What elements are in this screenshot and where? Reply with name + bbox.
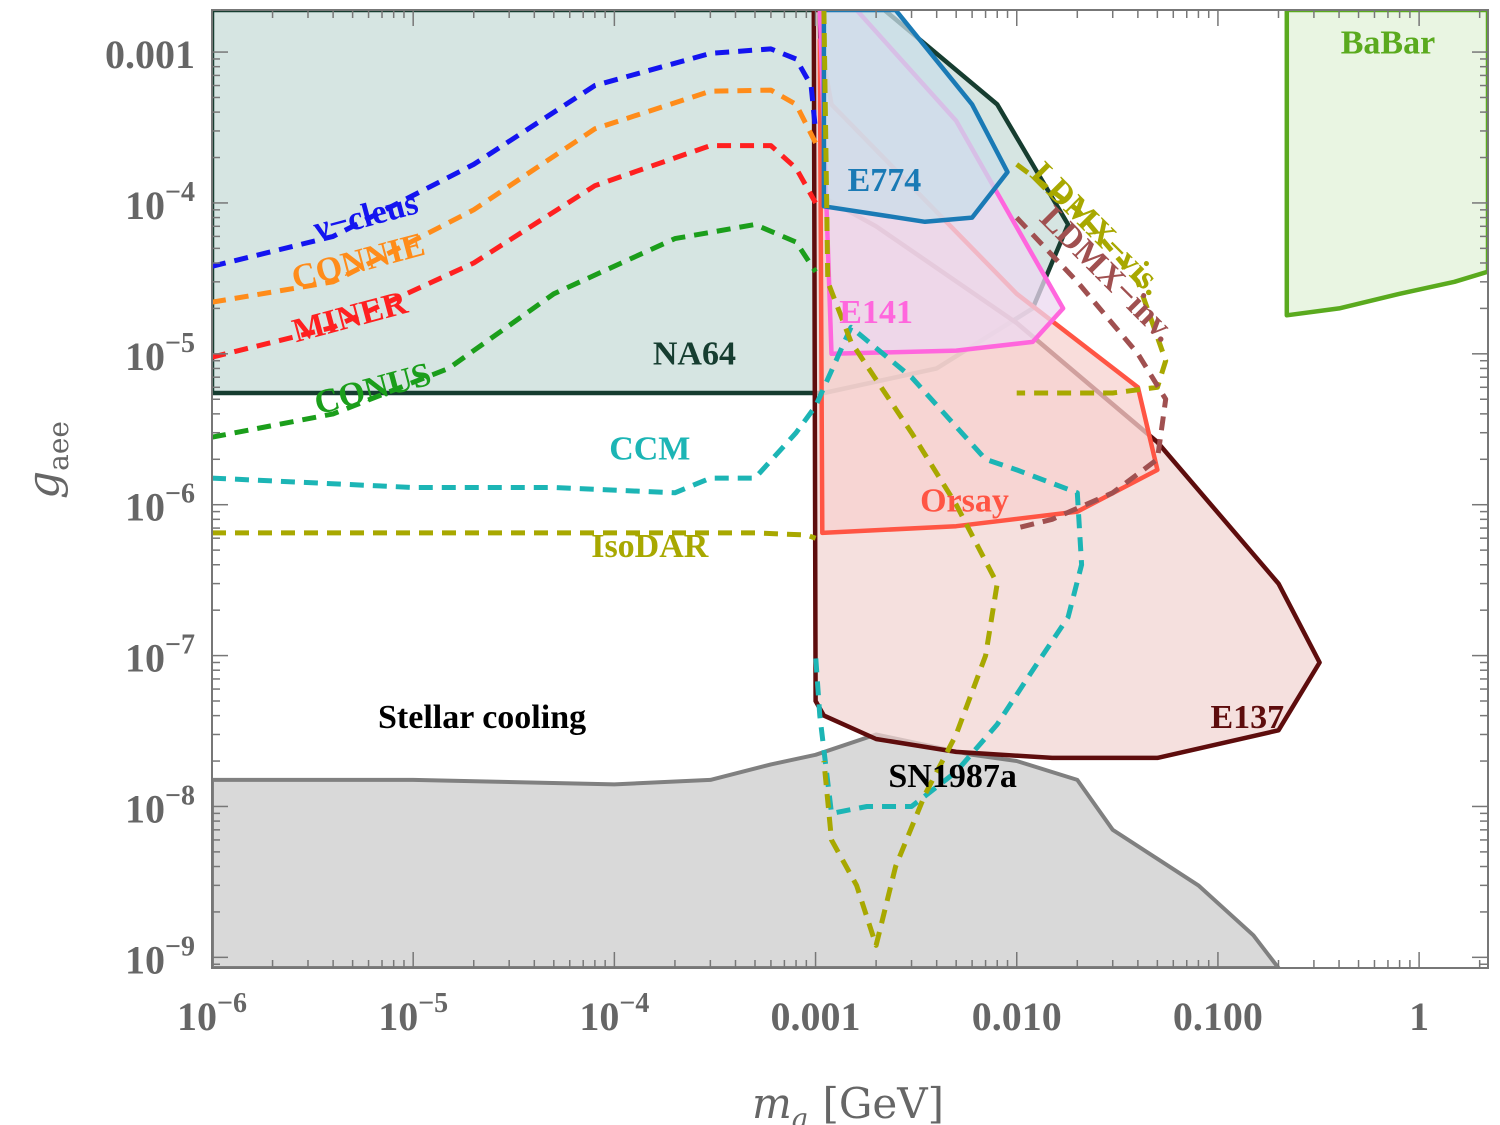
y-axis-title: gaee — [18, 421, 75, 499]
curve-connie — [212, 87, 818, 305]
curve-ldmx-vis — [1015, 162, 1169, 396]
label-isodar: IsoDAR — [591, 528, 709, 565]
label-babar: BaBar — [1341, 24, 1435, 61]
region-babar — [1284, 10, 1488, 318]
axis-ticks: 10−6 10−5 10−4 0.001 0.010 0.100 1 10−9 10−8 10−7… — [105, 10, 1488, 1039]
curve-miner — [212, 143, 818, 360]
x-tick-label: 10−5 — [378, 988, 448, 1039]
curve-cleus — [212, 46, 819, 269]
x-tick-label: 1 — [1409, 994, 1429, 1039]
label-e137: E137 — [1210, 699, 1284, 736]
y-tick-label: 10−7 — [125, 630, 195, 681]
y-tick-label: 10−4 — [125, 177, 195, 228]
y-tick-label: 10−5 — [125, 328, 195, 379]
projection-curves — [212, 10, 1169, 948]
region-stellar-cooling — [212, 732, 1281, 968]
x-tick-label: 10−4 — [579, 988, 649, 1039]
y-tick-label: 10−9 — [125, 931, 195, 982]
y-tick-label: 10−6 — [125, 479, 195, 530]
region-e774 — [821, 10, 1010, 225]
curve-isodar — [212, 530, 817, 541]
label-orsay: Orsay — [920, 483, 1009, 520]
label-ccm: CCM — [609, 430, 690, 467]
y-tick-label: 0.001 — [105, 32, 195, 77]
y-tick-label: 10−8 — [125, 780, 195, 831]
y-axis-title-main: g — [18, 471, 69, 499]
x-tick-label: 0.001 — [771, 994, 861, 1039]
x-tick-label: 0.100 — [1173, 994, 1263, 1039]
label-e141: E141 — [839, 294, 913, 331]
y-axis-title-sub: aee — [42, 421, 75, 471]
label-na64: NA64 — [653, 335, 736, 372]
plot-frame — [211, 9, 1489, 969]
label-stellar-cooling: Stellar cooling — [378, 699, 586, 736]
label-e774: E774 — [848, 162, 922, 199]
exclusion-regions — [212, 10, 1488, 968]
label-sn1987a: SN1987a — [888, 758, 1016, 795]
curve-sn1987a — [821, 10, 1000, 948]
x-axis-title: ma [GeV] — [752, 1079, 944, 1125]
x-axis-title-sub: a — [792, 1102, 809, 1125]
x-tick-label: 0.010 — [972, 994, 1062, 1039]
curve-ccm — [212, 324, 1085, 816]
x-tick-label: 10−6 — [177, 988, 247, 1039]
x-axis-title-unit: [GeV] — [823, 1079, 945, 1125]
x-axis-title-main: m — [752, 1079, 792, 1125]
curve-ldmx-inv — [1014, 215, 1169, 531]
curve-conus — [212, 222, 818, 440]
